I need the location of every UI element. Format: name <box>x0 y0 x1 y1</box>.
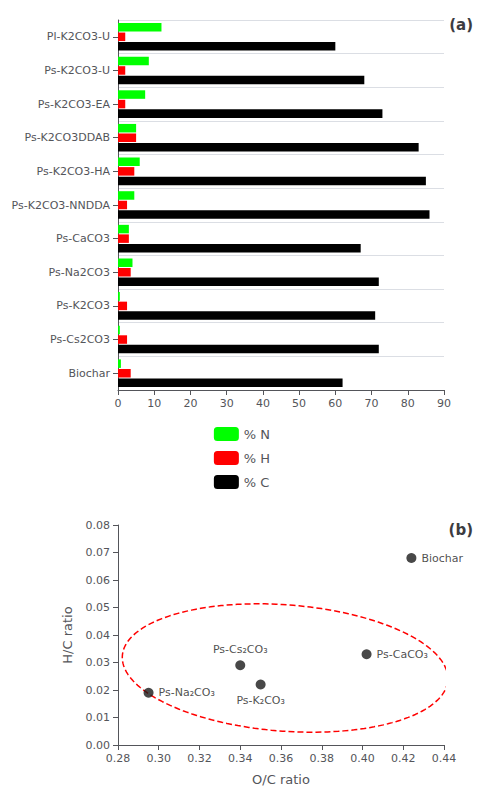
svg-text:Ps-CaCO3: Ps-CaCO3 <box>56 232 110 245</box>
svg-text:Ps-K2CO3-EA: Ps-K2CO3-EA <box>38 98 111 111</box>
svg-text:0.03: 0.03 <box>86 656 111 669</box>
svg-text:% N: % N <box>244 427 270 442</box>
svg-text:0.28: 0.28 <box>106 752 131 765</box>
svg-text:80: 80 <box>401 397 415 410</box>
svg-text:90: 90 <box>437 397 451 410</box>
svg-text:H/C ratio: H/C ratio <box>60 606 75 663</box>
svg-text:(b): (b) <box>449 521 473 539</box>
svg-text:70: 70 <box>365 397 379 410</box>
svg-text:Ps-K2CO3-HA: Ps-K2CO3-HA <box>37 165 111 178</box>
svg-text:% H: % H <box>244 451 270 466</box>
svg-text:0.04: 0.04 <box>86 629 111 642</box>
svg-text:% C: % C <box>244 475 270 490</box>
svg-text:0.07: 0.07 <box>86 546 111 559</box>
svg-text:0.36: 0.36 <box>269 752 294 765</box>
svg-text:60: 60 <box>328 397 342 410</box>
svg-text:0.08: 0.08 <box>86 519 111 532</box>
svg-text:Ps-K2CO3-U: Ps-K2CO3-U <box>44 64 110 77</box>
svg-text:(a): (a) <box>449 16 473 34</box>
svg-text:O/C ratio: O/C ratio <box>252 772 310 787</box>
svg-text:Biochar: Biochar <box>421 552 463 565</box>
svg-text:0.40: 0.40 <box>350 752 375 765</box>
svg-text:0.30: 0.30 <box>147 752 172 765</box>
svg-text:Ps-CaCO₃: Ps-CaCO₃ <box>377 648 428 661</box>
svg-text:Pl-K2CO3-U: Pl-K2CO3-U <box>47 30 110 43</box>
svg-text:Ps-K2CO3-NNDDA: Ps-K2CO3-NNDDA <box>12 199 111 212</box>
svg-text:10: 10 <box>147 397 161 410</box>
svg-text:50: 50 <box>292 397 306 410</box>
svg-text:0.02: 0.02 <box>86 684 111 697</box>
svg-text:0.38: 0.38 <box>310 752 335 765</box>
svg-text:0: 0 <box>115 397 122 410</box>
svg-text:Ps-Cs2CO3: Ps-Cs2CO3 <box>50 333 110 346</box>
svg-text:0.06: 0.06 <box>86 574 111 587</box>
svg-text:20: 20 <box>183 397 197 410</box>
svg-text:0.32: 0.32 <box>187 752 212 765</box>
svg-text:Ps-Na₂CO₃: Ps-Na₂CO₃ <box>159 686 215 699</box>
svg-text:0.01: 0.01 <box>86 711 111 724</box>
svg-text:0.44: 0.44 <box>432 752 457 765</box>
svg-text:0.42: 0.42 <box>391 752 416 765</box>
svg-text:Ps-K2CO3: Ps-K2CO3 <box>56 299 110 312</box>
svg-text:0.05: 0.05 <box>86 601 111 614</box>
svg-text:0.00: 0.00 <box>86 739 111 752</box>
svg-text:0.34: 0.34 <box>228 752 253 765</box>
svg-text:30: 30 <box>220 397 234 410</box>
svg-text:Ps-Na2CO3: Ps-Na2CO3 <box>49 266 110 279</box>
svg-text:40: 40 <box>256 397 270 410</box>
svg-text:Ps-Cs₂CO₃: Ps-Cs₂CO₃ <box>213 643 268 656</box>
svg-text:Ps-K₂CO₃: Ps-K₂CO₃ <box>236 694 285 707</box>
svg-text:Biochar: Biochar <box>68 367 110 380</box>
svg-text:Ps-K2CO3DDAB: Ps-K2CO3DDAB <box>24 131 110 144</box>
